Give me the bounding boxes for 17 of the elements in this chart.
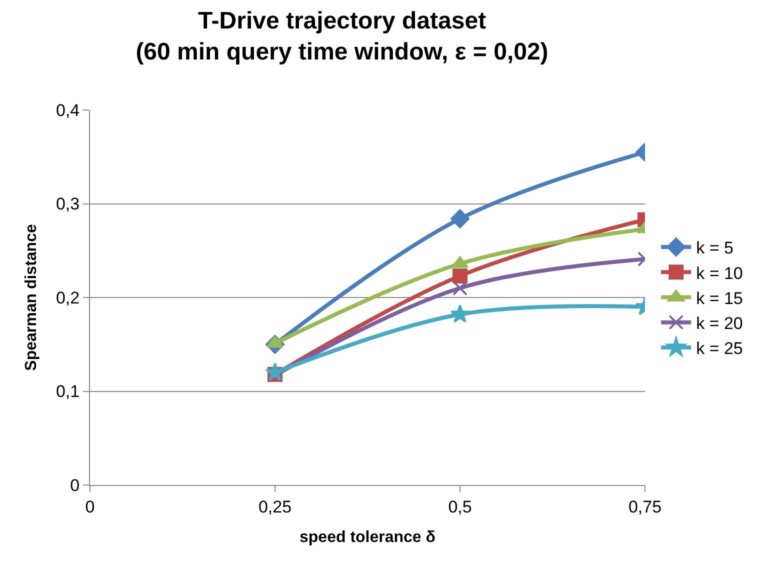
legend-label: k = 25: [696, 339, 743, 358]
x-tick-label: 0,5: [448, 497, 472, 516]
x-axis-title: speed tolerance δ: [300, 529, 436, 546]
y-tick-label: 0: [70, 476, 80, 495]
legend-label: k = 5: [696, 238, 734, 258]
y-tick-label: 0,2: [56, 288, 80, 308]
chart-title: T-Drive trajectory dataset (60 min query time window, ε = 0,02): [136, 7, 548, 66]
x-tick-label: 0: [85, 497, 95, 516]
x-tick-label: 0,75: [628, 497, 662, 516]
y-tick-label: 0,4: [56, 100, 80, 120]
y-axis-title: Spearman distance: [22, 224, 40, 371]
y-tick-label: 0,1: [56, 382, 80, 402]
y-tick-label: 0,3: [56, 194, 80, 214]
legend-label: k = 10: [696, 264, 743, 283]
legend-label: k = 15: [696, 288, 743, 308]
legend-label: k = 20: [696, 314, 743, 333]
x-tick-label: 0,25: [258, 497, 292, 516]
